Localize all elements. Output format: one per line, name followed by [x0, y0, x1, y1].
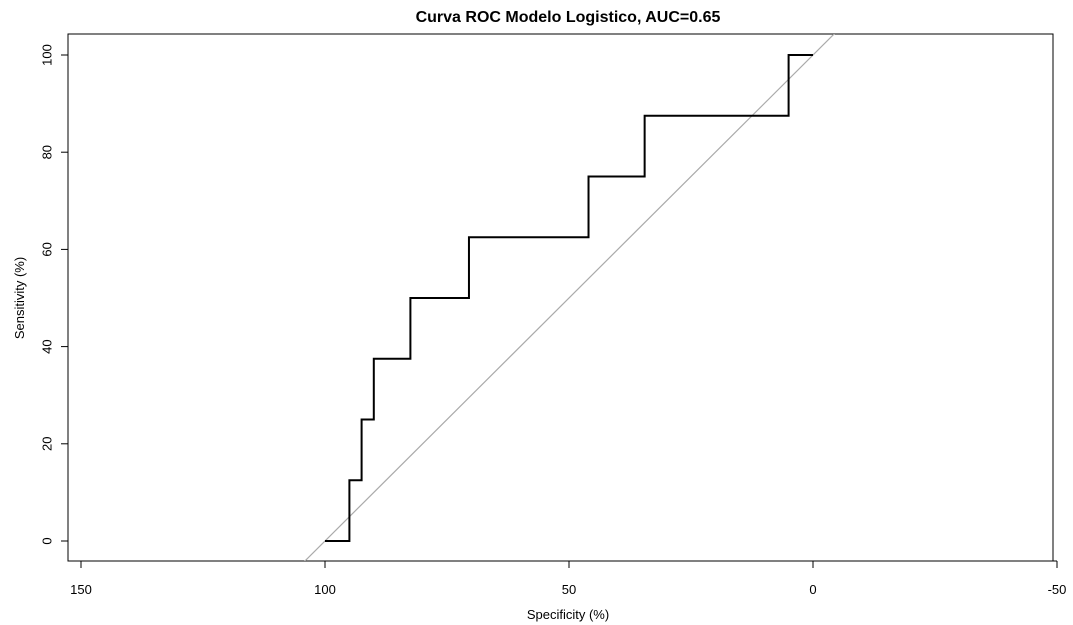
y-tick-label: 60 [40, 242, 55, 256]
x-tick-label: 50 [562, 582, 576, 597]
y-tick-label: 0 [40, 537, 55, 544]
y-axis: 0 20 40 60 80 100 [40, 44, 69, 545]
x-tick-label: -50 [1048, 582, 1067, 597]
reference-diagonal-line [304, 34, 835, 561]
x-tick-label: 100 [314, 582, 336, 597]
y-tick-label: 80 [40, 145, 55, 159]
reference-layer [304, 34, 835, 561]
y-tick-label: 100 [40, 44, 55, 66]
x-tick-label: 0 [809, 582, 816, 597]
roc-curve-line [325, 54, 813, 542]
series-layer [325, 54, 813, 542]
y-tick-label: 40 [40, 339, 55, 353]
y-axis-label: Sensitivity (%) [12, 257, 27, 339]
y-tick-label: 20 [40, 437, 55, 451]
plot-frame [67, 33, 1054, 562]
x-tick-label: 150 [70, 582, 92, 597]
chart-title: Curva ROC Modelo Logistico, AUC=0.65 [416, 9, 721, 26]
x-axis: 150 100 50 0 -50 [70, 560, 1067, 597]
x-axis-label: Specificity (%) [527, 607, 609, 622]
